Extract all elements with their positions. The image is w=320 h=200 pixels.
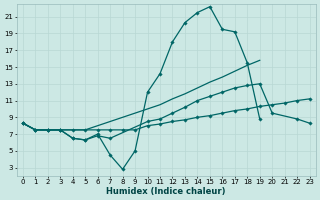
X-axis label: Humidex (Indice chaleur): Humidex (Indice chaleur)	[107, 187, 226, 196]
